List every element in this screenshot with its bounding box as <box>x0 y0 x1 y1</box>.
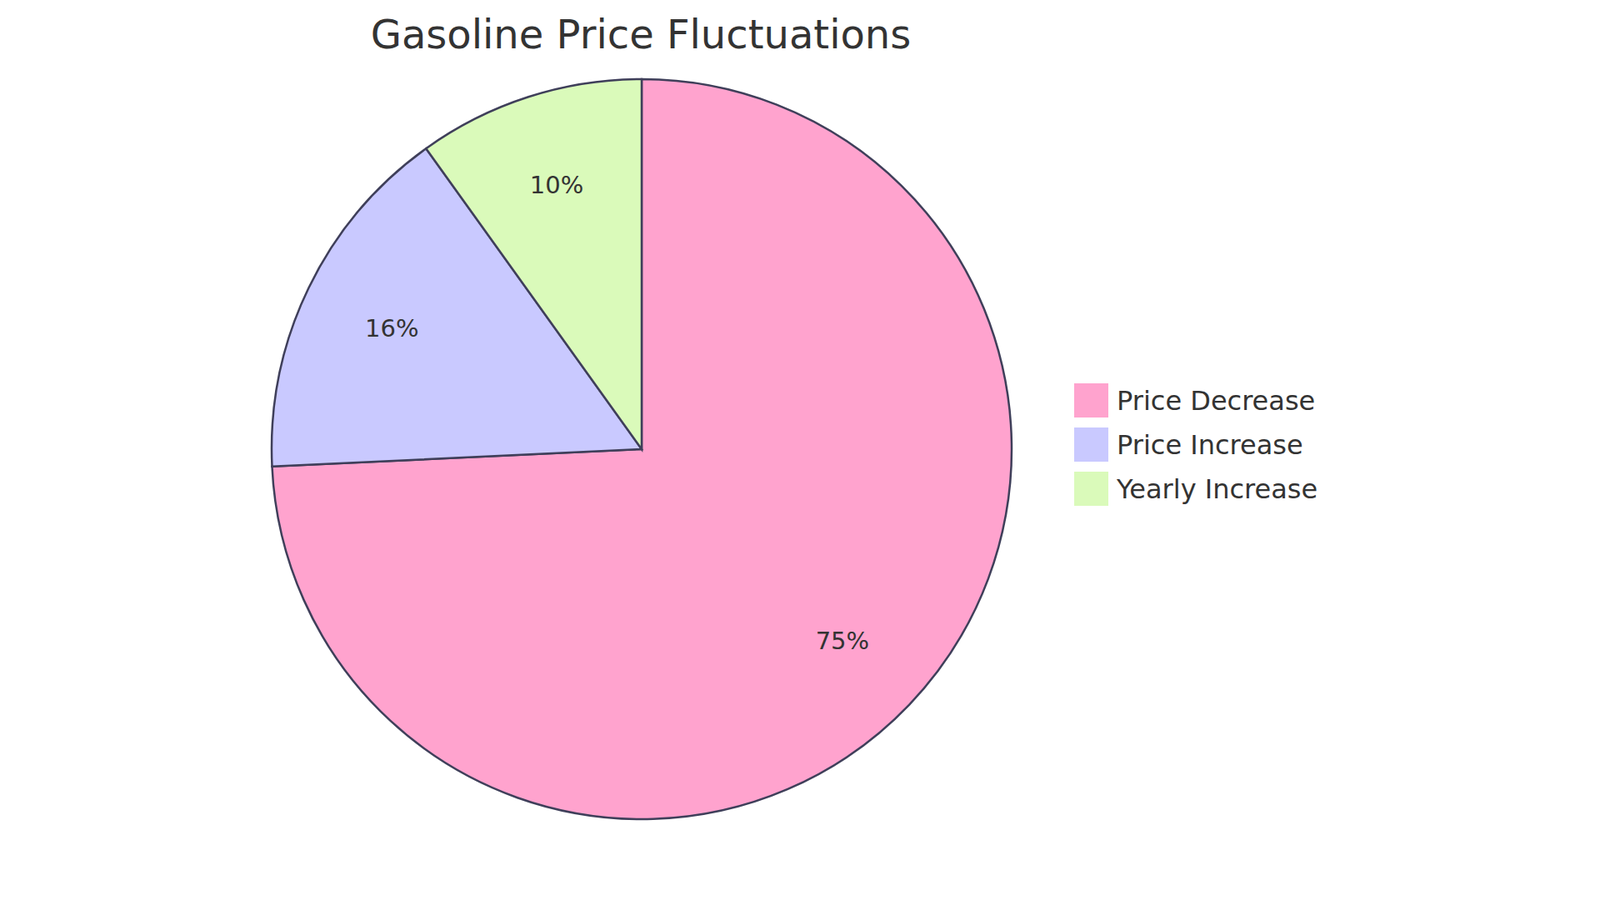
data-label: 75% <box>815 626 870 655</box>
legend-label: Yearly Increase <box>1115 473 1318 505</box>
data-label: 10% <box>530 170 584 200</box>
legend-label: Price Decrease <box>1116 385 1315 417</box>
chart-title: Gasoline Price Fluctuations <box>370 10 912 58</box>
pie-slice <box>425 79 642 450</box>
pie-slices <box>271 79 1012 820</box>
legend-swatch <box>1073 426 1110 463</box>
legend: Price Decrease Price Increase Yearly Incre… <box>1073 382 1318 507</box>
legend-label: Price Increase <box>1116 429 1304 461</box>
pie-slice <box>271 79 1012 820</box>
data-label: 16% <box>365 314 419 343</box>
legend-swatch <box>1073 470 1110 507</box>
chart: Gasoline Price Fluctuations 75% 16% 10% Pric… <box>0 0 1600 900</box>
legend-swatch <box>1073 382 1110 419</box>
